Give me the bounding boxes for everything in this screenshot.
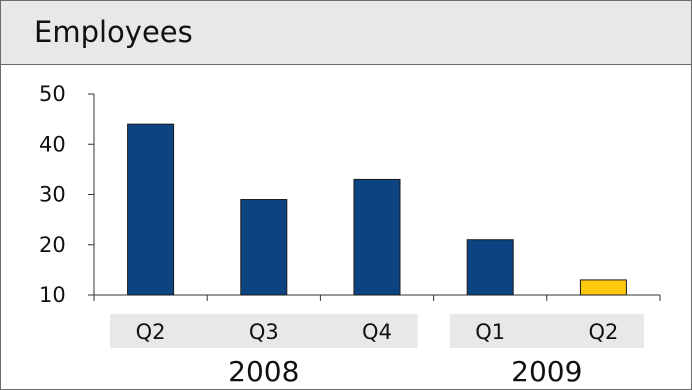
category-band xyxy=(110,314,418,348)
category-label: Q3 xyxy=(249,320,279,344)
chart-title: Employees xyxy=(34,15,193,49)
y-tick-label: 30 xyxy=(39,183,66,207)
group-label: 2008 xyxy=(228,355,299,388)
category-label: Q2 xyxy=(136,320,166,344)
bar[interactable] xyxy=(579,279,627,296)
category-label: Q2 xyxy=(588,320,618,344)
bar[interactable] xyxy=(353,178,401,296)
title-bar: Employees xyxy=(1,1,691,65)
bar[interactable] xyxy=(240,199,288,296)
y-tick-label: 50 xyxy=(39,82,66,106)
y-tick-label: 10 xyxy=(39,283,66,307)
group-label: 2009 xyxy=(511,355,582,388)
y-tick-label: 40 xyxy=(39,132,66,156)
category-label: Q4 xyxy=(362,320,392,344)
category-band xyxy=(449,314,644,348)
category-label: Q1 xyxy=(475,320,505,344)
bar[interactable] xyxy=(466,239,514,296)
y-tick-label: 20 xyxy=(39,233,66,257)
bar[interactable] xyxy=(127,123,175,296)
